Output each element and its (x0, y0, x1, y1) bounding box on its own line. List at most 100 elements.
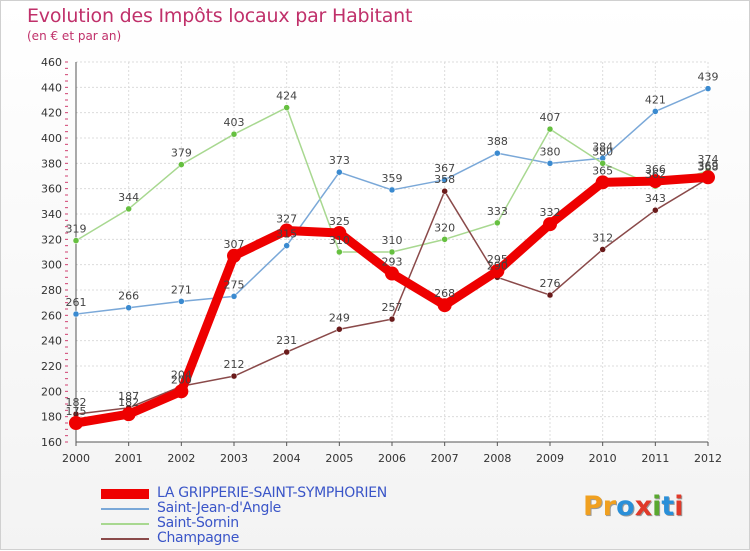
y-tick-label: 460 (41, 56, 62, 69)
data-label: 312 (592, 231, 613, 244)
x-tick-label: 2009 (536, 452, 564, 465)
data-label: 320 (434, 221, 455, 234)
y-tick-label: 340 (41, 208, 62, 221)
data-label: 310 (329, 234, 350, 247)
legend-label: LA GRIPPERIE-SAINT-SYMPHORIEN (157, 485, 387, 501)
data-point (599, 246, 606, 253)
chart-title: Evolution des Impôts locaux par Habitant (27, 5, 413, 27)
data-label: 369 (698, 159, 719, 172)
data-point (652, 108, 659, 115)
data-label: 373 (329, 154, 350, 167)
legend-swatch (101, 488, 149, 499)
data-label: 175 (66, 405, 87, 418)
x-tick-label: 2007 (431, 452, 459, 465)
y-tick-label: 380 (41, 157, 62, 170)
legend-label: Saint-Jean-d'Angle (157, 500, 281, 516)
data-label: 290 (487, 259, 508, 272)
data-label: 307 (224, 238, 245, 251)
data-label: 271 (171, 283, 192, 296)
data-label: 327 (276, 212, 297, 225)
y-tick-label: 440 (41, 81, 62, 94)
data-point (125, 205, 132, 213)
chart-subtitle: (en € et par an) (27, 29, 122, 43)
logo-letter: i (674, 491, 684, 522)
x-tick-label: 2002 (167, 452, 195, 465)
x-tick-label: 2006 (378, 452, 406, 465)
data-label: 268 (434, 287, 455, 300)
data-label: 257 (382, 301, 403, 314)
data-point (279, 223, 294, 238)
data-point (332, 226, 347, 240)
data-label: 365 (592, 164, 613, 177)
data-point (385, 266, 399, 281)
data-label: 204 (171, 368, 192, 381)
data-point (121, 407, 136, 422)
data-point (648, 174, 663, 189)
data-point (543, 217, 557, 232)
x-tick-label: 2010 (589, 452, 617, 465)
data-label: 366 (645, 163, 666, 176)
data-label: 212 (224, 358, 245, 371)
data-point (546, 160, 554, 167)
data-point (388, 186, 396, 194)
data-point (441, 176, 448, 184)
data-label: 275 (224, 278, 245, 291)
logo-letter: t (661, 491, 675, 522)
y-tick-label: 300 (41, 259, 62, 272)
data-label: 407 (540, 111, 561, 124)
data-point (599, 160, 606, 167)
data-point (704, 85, 712, 92)
data-label: 182 (118, 396, 139, 409)
y-tick-label: 280 (41, 284, 62, 297)
data-label: 310 (382, 234, 403, 247)
x-tick-label: 2001 (115, 452, 143, 465)
data-point (388, 248, 396, 256)
data-point (283, 104, 290, 111)
data-label: 182 (66, 396, 87, 409)
logo-letter: i (652, 491, 662, 522)
data-label: 368 (698, 161, 719, 174)
data-label: 424 (276, 90, 297, 103)
y-tick-label: 360 (41, 183, 62, 196)
data-point (336, 168, 343, 176)
y-tick-label: 160 (41, 436, 62, 449)
data-label: 403 (224, 116, 245, 129)
legend-label: Champagne (157, 530, 240, 546)
data-point (441, 187, 448, 195)
data-point (701, 170, 715, 185)
data-label: 249 (329, 311, 350, 324)
data-point (652, 206, 659, 214)
data-point (227, 248, 241, 263)
data-label: 200 (171, 373, 192, 386)
y-tick-label: 220 (41, 360, 62, 373)
data-point (388, 315, 396, 323)
data-point (283, 242, 290, 249)
legend-label: Saint-Sornin (157, 515, 239, 531)
y-tick-label: 260 (41, 309, 62, 322)
data-point (490, 264, 505, 278)
data-label: 421 (645, 93, 666, 106)
y-tick-label: 240 (41, 335, 62, 348)
data-label: 362 (645, 168, 666, 181)
logo-letter: o (616, 491, 635, 522)
legend-swatch (101, 537, 149, 540)
data-label: 379 (171, 147, 192, 160)
x-tick-label: 2012 (694, 452, 722, 465)
data-point (230, 130, 238, 138)
data-label: 380 (540, 145, 561, 158)
logo-letter: P (583, 491, 603, 522)
data-point (283, 348, 290, 356)
data-point (336, 248, 343, 256)
data-point (230, 372, 238, 380)
data-label: 276 (540, 277, 561, 290)
data-point (178, 298, 185, 305)
data-label: 439 (698, 71, 719, 84)
data-point (336, 326, 343, 333)
data-label: 388 (487, 135, 508, 148)
legend-swatch (101, 507, 149, 510)
data-point (437, 298, 452, 313)
data-label: 380 (592, 145, 613, 158)
data-label: 333 (487, 205, 508, 218)
data-point (494, 149, 501, 157)
